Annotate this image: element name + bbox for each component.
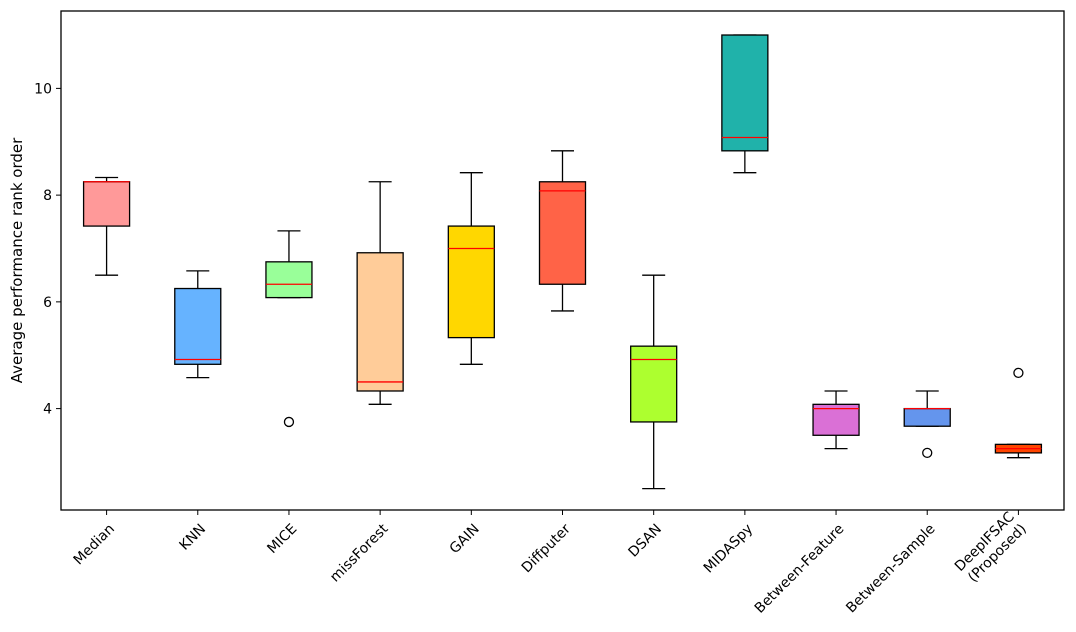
x-tick-label: MICE <box>264 521 300 557</box>
box-body <box>174 287 222 365</box>
x-tick-label: MIDASpy <box>701 521 756 576</box>
boxes-layer <box>82 34 1043 490</box>
box-body <box>721 34 769 152</box>
box-body <box>630 345 678 423</box>
box-body <box>265 261 313 299</box>
x-tick-label-group: DSAN <box>625 521 665 561</box>
box-3 <box>356 181 404 405</box>
box-body <box>812 403 860 436</box>
box-1 <box>174 270 222 379</box>
y-axis-label: Average performance rank order <box>8 137 26 383</box>
box-body <box>447 225 495 339</box>
y-axis: 4 6 8 10 <box>34 81 61 418</box>
box-0 <box>82 176 131 276</box>
x-tick-label-group: Between-Sample <box>843 521 938 616</box>
x-tick-label: DSAN <box>625 521 665 561</box>
box-7 <box>721 34 769 174</box>
x-tick-label-group: Median <box>71 521 118 568</box>
box-6 <box>630 274 678 490</box>
y-tick-label: 8 <box>43 188 52 204</box>
x-tick-label-group: KNN <box>177 521 210 554</box>
x-tick-label-group: Between-Feature <box>752 521 848 617</box>
box-body <box>82 181 131 227</box>
box-body <box>356 252 404 392</box>
x-tick-label-group: MICE <box>264 521 300 557</box>
plot-frame <box>60 10 1065 511</box>
box-4 <box>447 172 495 365</box>
box-2 <box>265 230 313 428</box>
y-tick-label: 4 <box>43 402 52 418</box>
box-5 <box>538 150 587 312</box>
outlier-point <box>922 447 933 459</box>
x-tick-label-group: Diffputer <box>519 521 574 576</box>
x-axis: Median KNN MICE missForest GAIN Diffputer DSAN… <box>71 509 1030 617</box>
x-tick-label: missForest <box>327 521 392 586</box>
box-8 <box>812 390 860 450</box>
x-tick-label: Between-Sample <box>843 521 938 616</box>
outlier-point <box>1013 367 1024 378</box>
box-body <box>538 181 587 285</box>
x-tick-label: Median <box>71 521 118 568</box>
x-tick-label-group: MIDASpy <box>701 521 756 576</box>
x-tick-label: Diffputer <box>519 521 574 576</box>
x-tick-label: Between-Feature <box>752 521 848 617</box>
box-10 <box>994 367 1043 459</box>
outlier-point <box>283 416 295 428</box>
x-tick-label-group: DeepIFSAC(Proposed) <box>952 509 1030 586</box>
box-9 <box>903 390 951 459</box>
x-tick-label-group: GAIN <box>447 521 483 557</box>
y-tick-label: 6 <box>43 295 52 311</box>
box-body <box>903 407 951 427</box>
x-tick-label: KNN <box>177 521 210 554</box>
x-tick-label: GAIN <box>447 521 483 557</box>
x-tick-label-group: missForest <box>327 521 392 586</box>
y-tick-label: 10 <box>34 81 52 97</box>
